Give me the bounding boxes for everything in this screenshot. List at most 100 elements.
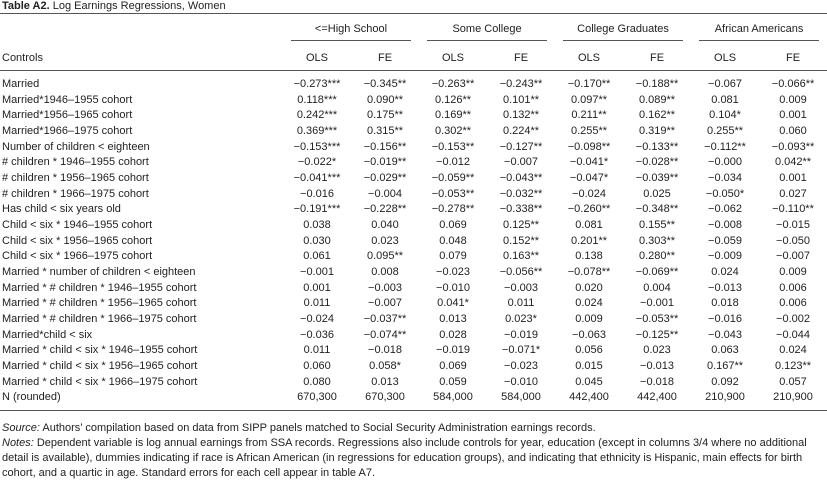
cell-value: −0.001 xyxy=(300,266,334,279)
cell-value: −0.047* xyxy=(569,172,609,185)
cell-value: −0.018 xyxy=(368,344,402,357)
cell-value: 0.255** xyxy=(706,125,744,138)
row-label: Married * # children * 1946–1955 cohort xyxy=(2,281,197,294)
row-label: Married * child < six * 1946–1955 cohort xyxy=(2,344,198,357)
cell-value: 0.090** xyxy=(366,93,404,106)
row-label: Married*1966–1975 cohort xyxy=(2,125,133,138)
cell-value: −0.050* xyxy=(705,187,745,200)
cell-value: 0.104* xyxy=(709,109,741,122)
cell-value: 0.013 xyxy=(439,313,467,326)
blank xyxy=(0,22,283,46)
cell-value: 0.167** xyxy=(706,360,744,373)
row-label: Married * # children * 1956–1965 cohort xyxy=(2,297,197,310)
cell-value: −0.098** xyxy=(567,140,611,153)
cell-value: 0.023 xyxy=(371,234,399,247)
cell-value: 0.201** xyxy=(570,234,608,247)
cell-value: 0.024 xyxy=(575,297,603,310)
cell-value: 0.079 xyxy=(439,250,467,263)
cell-value: −0.338** xyxy=(499,203,543,216)
cell-value: −0.069** xyxy=(635,266,679,279)
cell-value: 0.155** xyxy=(638,219,676,232)
cell-value: −0.348** xyxy=(635,203,679,216)
cell-value: 0.024 xyxy=(779,344,807,357)
column-header: FE xyxy=(513,52,529,64)
cell-value: 0.009 xyxy=(779,93,807,106)
cell-value: 0.162** xyxy=(638,109,676,122)
cell-value: 0.280** xyxy=(638,250,676,263)
table-row: Number of children < eighteen −0.153*** −0… xyxy=(0,140,827,156)
cell-value: 0.025 xyxy=(643,187,671,200)
cell-value: 0.042** xyxy=(774,156,812,169)
cell-value: −0.125** xyxy=(635,328,679,341)
cell-value: −0.028** xyxy=(635,156,679,169)
cell-value: 0.369*** xyxy=(296,125,338,138)
row-label: Married * number of children < eighteen xyxy=(2,266,196,279)
cell-value: 0.089** xyxy=(638,93,676,106)
cell-value: −0.153** xyxy=(431,140,475,153)
cell-value: −0.003 xyxy=(504,281,538,294)
cell-value: 0.008 xyxy=(371,266,399,279)
column-group: <=High School xyxy=(291,22,412,41)
row-label: Married * child < six * 1956–1965 cohort xyxy=(2,360,198,373)
table-row: Married*1966–1975 cohort 0.369*** 0.315** 0… xyxy=(0,124,827,140)
source-label: Source: xyxy=(2,422,40,435)
cell-value: −0.043 xyxy=(708,328,742,341)
cell-value: 0.015 xyxy=(575,360,603,373)
table-row: Married * child < six * 1956–1965 cohort… xyxy=(0,359,827,375)
column-header: FE xyxy=(786,52,801,64)
cell-value: 0.255** xyxy=(570,125,608,138)
cell-value: 0.319** xyxy=(638,125,676,138)
cell-value: 0.028 xyxy=(439,328,467,341)
cell-value: −0.170** xyxy=(567,78,611,90)
row-label: Married*1956–1965 cohort xyxy=(2,109,133,122)
cell-value: −0.043** xyxy=(499,172,543,185)
cell-value: −0.039** xyxy=(635,172,679,185)
source-text: Authors’ compilation based on data from … xyxy=(42,422,596,435)
cell-value: −0.023 xyxy=(504,360,538,373)
table-head: <=High School Some College College Graduat… xyxy=(0,22,827,71)
table-row: Married*child < six −0.036 −0.074** 0.028 −0… xyxy=(0,328,827,344)
cell-value: 0.001 xyxy=(303,281,331,294)
cell-value: −0.188** xyxy=(635,78,679,90)
cell-value: 0.118*** xyxy=(297,93,337,106)
cell-value: −0.029** xyxy=(363,172,407,185)
table-row: Child < six * 1956–1965 cohort 0.030 0.023… xyxy=(0,234,827,250)
cell-value: 670,300 xyxy=(297,391,337,404)
table-row: N (rounded) 670,300 670,300 584,000 584,000 4… xyxy=(0,390,827,411)
table-row: Married −0.273*** −0.345** −0.263** −0.243**… xyxy=(0,71,827,93)
cell-value: −0.112** xyxy=(704,140,746,153)
cell-value: −0.050 xyxy=(776,234,810,247)
cell-value: −0.019** xyxy=(363,156,407,169)
row-label: Married * # children * 1966–1975 cohort xyxy=(2,313,197,326)
cell-value: 0.058* xyxy=(369,360,401,373)
cell-value: 584,000 xyxy=(501,391,541,404)
cell-value: −0.024 xyxy=(300,313,334,326)
cell-value: 0.024 xyxy=(711,266,739,279)
row-label: # children * 1966–1975 cohort xyxy=(2,187,149,200)
table-row: Child < six * 1966–1975 cohort 0.061 0.095… xyxy=(0,249,827,265)
cell-value: 0.242*** xyxy=(296,109,338,122)
cell-value: −0.010 xyxy=(436,281,470,294)
cell-value: 0.069 xyxy=(439,219,467,232)
row-label: N (rounded) xyxy=(2,391,61,404)
cell-value: 0.169** xyxy=(434,109,472,122)
cell-value: −0.007 xyxy=(368,297,402,310)
column-header: OLS xyxy=(714,52,737,64)
cell-value: 0.057 xyxy=(779,375,807,388)
notes-text: Dependent variable is log annual earning… xyxy=(2,437,807,480)
cell-value: −0.013 xyxy=(708,281,742,294)
cell-value: −0.041*** xyxy=(293,172,341,185)
cell-value: −0.016 xyxy=(708,313,742,326)
table-body: Married −0.273*** −0.345** −0.263** −0.243**… xyxy=(0,71,827,411)
cell-value: −0.037** xyxy=(363,313,407,326)
cell-value: −0.063 xyxy=(572,328,606,341)
cell-value: 0.059 xyxy=(439,375,467,388)
cell-value: −0.243** xyxy=(499,78,543,90)
cell-value: −0.059** xyxy=(431,172,475,185)
table-row: Married * child < six * 1966–1975 cohort… xyxy=(0,375,827,391)
cell-value: 0.030 xyxy=(303,234,331,247)
cell-value: −0.007 xyxy=(504,156,538,169)
regression-table: <=High School Some College College Graduat… xyxy=(0,22,827,411)
row-label: Married*child < six xyxy=(2,328,93,341)
cell-value: 0.040 xyxy=(371,219,399,232)
